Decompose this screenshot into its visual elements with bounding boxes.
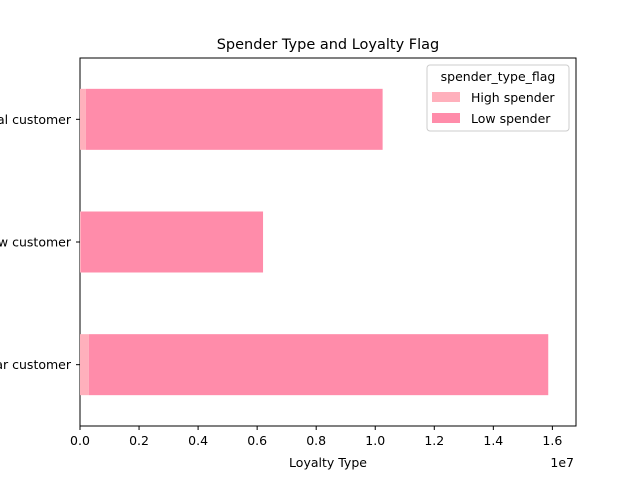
legend-box bbox=[426, 64, 570, 132]
legend-swatch bbox=[432, 113, 460, 123]
x-tick-label: 0.4 bbox=[188, 433, 208, 448]
x-tick-label: 1.0 bbox=[365, 433, 385, 448]
chart-title: Spender Type and Loyalty Flag bbox=[217, 37, 440, 53]
bars-group bbox=[80, 88, 549, 396]
bar-high-spender-2 bbox=[80, 334, 89, 396]
y-tick-label: New customer bbox=[0, 235, 72, 250]
x-tick-label: 0.0 bbox=[70, 433, 90, 448]
legend: spender_type_flag High spender Low spende… bbox=[426, 64, 570, 132]
x-tick-label: 1.6 bbox=[542, 433, 562, 448]
bar-high-spender-0 bbox=[80, 88, 86, 150]
x-tick-label: 0.6 bbox=[247, 433, 267, 448]
x-offset-label: 1e7 bbox=[550, 455, 574, 470]
legend-title: spender_type_flag bbox=[441, 69, 556, 84]
y-tick-labels: Loyal customer New customer Regular custom… bbox=[0, 112, 80, 372]
legend-label: High spender bbox=[471, 90, 555, 105]
x-tick-label: 0.8 bbox=[306, 433, 326, 448]
legend-swatch bbox=[432, 92, 460, 102]
y-tick-label: Regular customer bbox=[0, 357, 72, 372]
bar-low-spender-1 bbox=[80, 211, 264, 273]
y-tick-label: Loyal customer bbox=[0, 112, 72, 127]
x-tick-label: 1.2 bbox=[424, 433, 444, 448]
bar-high-spender-1 bbox=[80, 211, 81, 273]
legend-items: High spender Low spender bbox=[432, 90, 555, 126]
bar-low-spender-0 bbox=[85, 88, 383, 150]
x-tick-label: 1.4 bbox=[483, 433, 503, 448]
x-axis-label: Loyalty Type bbox=[289, 455, 367, 470]
legend-label: Low spender bbox=[471, 111, 551, 126]
bar-low-spender-2 bbox=[88, 334, 549, 396]
x-tick-label: 0.2 bbox=[129, 433, 149, 448]
x-ticks: 0.0 0.2 0.4 0.6 0.8 1.0 1.2 1.4 1.6 bbox=[70, 426, 562, 448]
